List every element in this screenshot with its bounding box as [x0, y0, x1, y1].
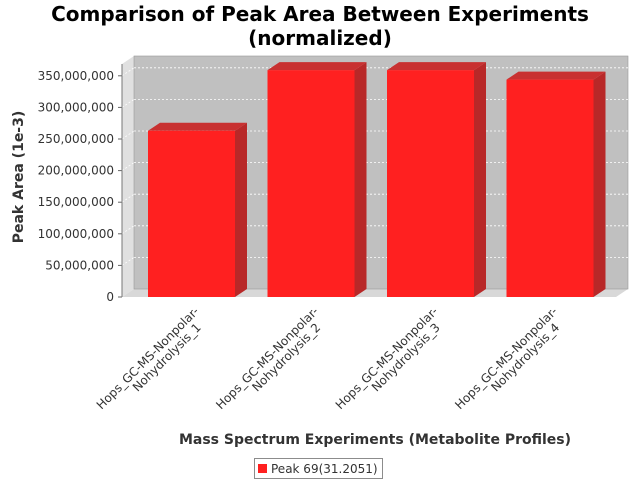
y-gridline-wall — [121, 99, 135, 108]
bar-top — [148, 122, 247, 131]
y-tick-label: 300,000,000 — [38, 100, 114, 114]
y-tick-label: 150,000,000 — [38, 195, 114, 209]
bar-side — [474, 62, 486, 297]
x-axis-label: Mass Spectrum Experiments (Metabolite Pr… — [178, 432, 572, 448]
bar-side — [235, 122, 247, 297]
bar — [506, 79, 594, 297]
chart-title-line-1: Comparison of Peak Area Between Experime… — [51, 2, 589, 26]
y-gridline-wall — [121, 193, 135, 203]
legend-swatch — [258, 464, 267, 473]
bar-side — [593, 71, 606, 297]
y-tick-label: 100,000,000 — [38, 227, 114, 241]
x-tick-label-line: Hops_GC-MS-Nonpolar- — [94, 304, 202, 412]
x-tick-label-line: Hops_GC-MS-Nonpolar- — [333, 304, 441, 412]
y-tick-label: 0 — [106, 290, 114, 304]
bar-top — [267, 62, 367, 71]
x-tick-label-line: Hops_GC-MS-Nonpolar- — [213, 304, 321, 412]
left-wall — [122, 56, 134, 297]
x-tick-label: Hops_GC-MS-Nonpolar-Nohydrolysis_2 — [213, 304, 323, 412]
y-gridline-wall — [121, 67, 135, 77]
y-gridline-wall — [121, 162, 135, 171]
x-tick-label: Hops_GC-MS-Nonpolar-Nohydrolysis_3 — [333, 304, 443, 412]
y-tick-label: 350,000,000 — [38, 69, 114, 83]
y-tick-label: 250,000,000 — [38, 132, 114, 146]
y-tick-label: 50,000,000 — [45, 258, 114, 272]
legend: Peak 69(31.2051) — [254, 458, 383, 479]
x-tick-label: Hops_GC-MS-Nonpolar-Nohydrolysis_4 — [452, 304, 562, 412]
y-tick-label: 200,000,000 — [38, 164, 114, 178]
chart-title-line-2: (normalized) — [248, 26, 392, 50]
y-gridline-wall — [121, 225, 135, 235]
y-gridline-wall — [121, 130, 135, 140]
bar-top — [506, 71, 606, 80]
bar — [267, 70, 355, 297]
x-tick-label-line: Hops_GC-MS-Nonpolar- — [452, 304, 560, 412]
y-axis-label: Peak Area (1e-3) — [11, 110, 27, 244]
x-tick-label: Hops_GC-MS-Nonpolar-Nohydrolysis_1 — [94, 304, 204, 412]
chart-title: Comparison of Peak Area Between Experime… — [0, 2, 640, 50]
bar-top — [387, 62, 486, 71]
floor — [122, 289, 628, 297]
legend-label: Peak 69(31.2051) — [271, 461, 378, 476]
bar — [387, 70, 474, 297]
bar-side — [354, 62, 367, 297]
y-gridline-wall — [121, 257, 135, 266]
bar — [148, 130, 235, 297]
